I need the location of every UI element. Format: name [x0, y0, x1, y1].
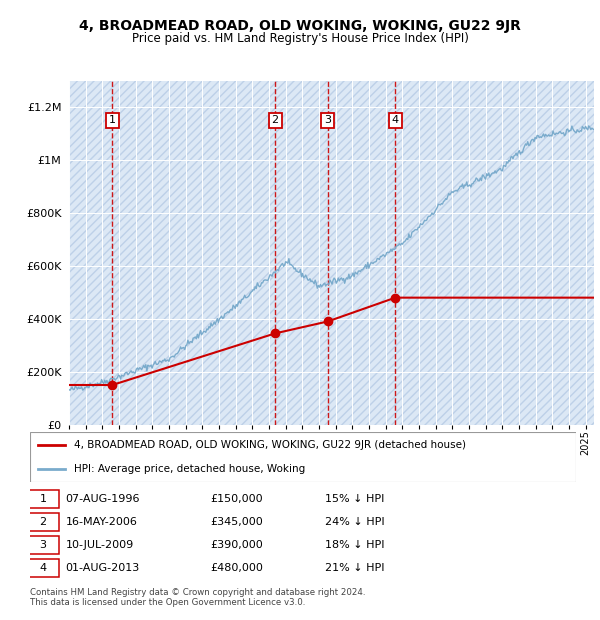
Text: 21% ↓ HPI: 21% ↓ HPI [325, 563, 385, 574]
Text: 1: 1 [40, 494, 47, 505]
Text: 3: 3 [324, 115, 331, 125]
Text: £150,000: £150,000 [210, 494, 263, 505]
Text: 2: 2 [40, 517, 47, 528]
Text: 24% ↓ HPI: 24% ↓ HPI [325, 517, 385, 528]
Text: 01-AUG-2013: 01-AUG-2013 [65, 563, 140, 574]
Text: Price paid vs. HM Land Registry's House Price Index (HPI): Price paid vs. HM Land Registry's House … [131, 32, 469, 45]
Text: 4: 4 [392, 115, 399, 125]
Text: 18% ↓ HPI: 18% ↓ HPI [325, 540, 385, 551]
Text: 1: 1 [109, 115, 116, 125]
FancyBboxPatch shape [27, 536, 59, 554]
FancyBboxPatch shape [27, 490, 59, 508]
Text: HPI: Average price, detached house, Woking: HPI: Average price, detached house, Woki… [74, 464, 305, 474]
Text: 07-AUG-1996: 07-AUG-1996 [65, 494, 140, 505]
FancyBboxPatch shape [27, 513, 59, 531]
Text: 15% ↓ HPI: 15% ↓ HPI [325, 494, 384, 505]
Text: Contains HM Land Registry data © Crown copyright and database right 2024.
This d: Contains HM Land Registry data © Crown c… [30, 588, 365, 607]
Text: £480,000: £480,000 [210, 563, 263, 574]
Text: 2: 2 [272, 115, 279, 125]
Text: 16-MAY-2006: 16-MAY-2006 [65, 517, 137, 528]
FancyBboxPatch shape [27, 559, 59, 577]
Text: 4, BROADMEAD ROAD, OLD WOKING, WOKING, GU22 9JR: 4, BROADMEAD ROAD, OLD WOKING, WOKING, G… [79, 19, 521, 33]
Text: 4, BROADMEAD ROAD, OLD WOKING, WOKING, GU22 9JR (detached house): 4, BROADMEAD ROAD, OLD WOKING, WOKING, G… [74, 440, 466, 450]
Text: 10-JUL-2009: 10-JUL-2009 [65, 540, 134, 551]
Text: £390,000: £390,000 [210, 540, 263, 551]
Text: £345,000: £345,000 [210, 517, 263, 528]
Text: 4: 4 [40, 563, 47, 574]
Text: 3: 3 [40, 540, 47, 551]
FancyBboxPatch shape [30, 432, 576, 482]
